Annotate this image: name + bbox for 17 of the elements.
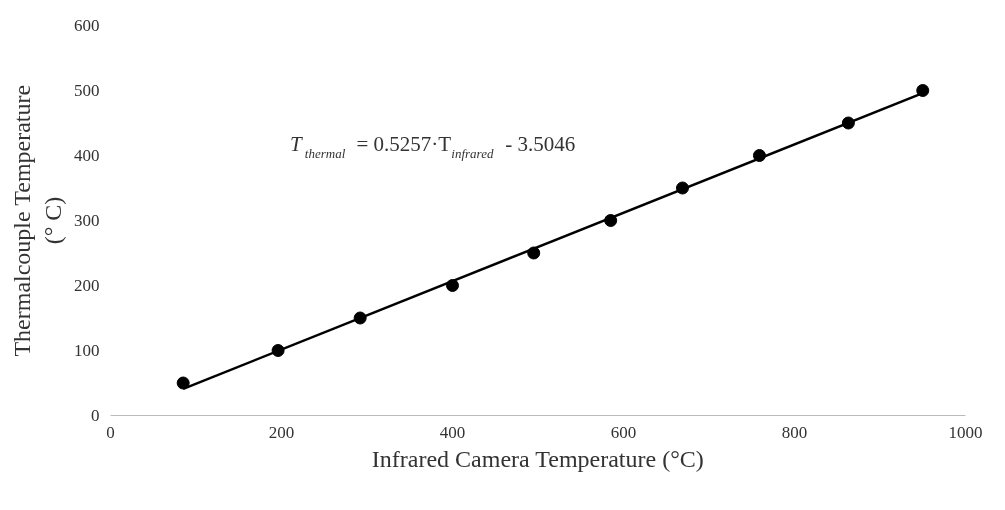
- x-tick-label: 600: [610, 422, 637, 442]
- point: [176, 376, 190, 390]
- y-tick-label: 600: [74, 16, 100, 35]
- y-axis-title: Thermalcouple Temperature (° C): [8, 84, 66, 357]
- x-tick-label: 400: [439, 422, 466, 442]
- y-tick-label: 500: [74, 81, 100, 100]
- x-tick-label: 0: [106, 422, 115, 442]
- x-tick-label: 1000: [948, 422, 983, 442]
- y-tick-label: 200: [74, 276, 100, 295]
- y-tick-label: 300: [74, 211, 100, 230]
- y-tick-label: 0: [91, 406, 100, 425]
- x-tick-label: 800: [781, 422, 808, 442]
- y-tick-label: 400: [74, 146, 100, 165]
- x-axis-title: Infrared Camera Temperature (°C): [371, 445, 704, 472]
- x-tick-label: 200: [268, 422, 295, 442]
- y-tick-label: 100: [74, 341, 100, 360]
- point: [916, 84, 930, 97]
